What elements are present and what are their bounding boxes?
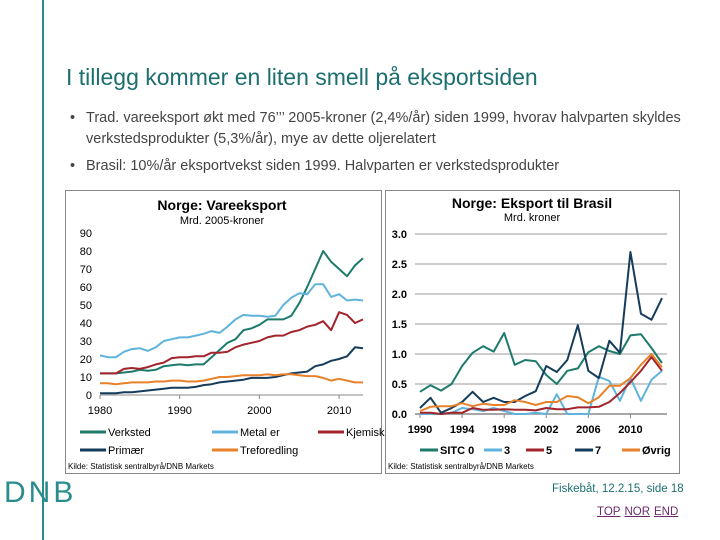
y-tick-label: 0.0 — [392, 409, 407, 421]
series-line-kjemisk — [100, 311, 364, 375]
y-tick-label: 20 — [80, 354, 92, 366]
x-tick-label: 1980 — [88, 405, 112, 417]
dnb-logo: DNB — [4, 476, 75, 509]
y-tick-label: 40 — [80, 318, 92, 330]
link-end[interactable]: END — [654, 506, 679, 518]
legend-label: Øvrig — [642, 445, 671, 457]
y-tick-label: 3.0 — [392, 229, 407, 241]
x-tick-label: 2002 — [534, 424, 558, 436]
legend-label: 7 — [595, 445, 601, 457]
chart-title: Norge: Vareeksport — [157, 197, 286, 213]
slide-title: I tillegg kommer en liten smell på ekspo… — [66, 64, 538, 90]
link-nor[interactable]: NOR — [624, 506, 650, 518]
legend-label: Kjemisk — [346, 427, 385, 439]
x-tick-label: 1998 — [492, 424, 516, 436]
nav-links: TOP NOR END — [597, 506, 682, 518]
y-tick-label: 70 — [80, 264, 92, 276]
y-tick-label: 0 — [86, 390, 92, 402]
y-tick-label: 30 — [80, 336, 92, 348]
chart-vareeksport-frame — [65, 190, 382, 474]
legend-label: Primær — [108, 445, 144, 457]
bullet-item: • Trad. vareeksport økt med 76’’’ 2005-kr… — [70, 110, 681, 147]
legend-label: Metal er — [240, 427, 280, 439]
bullet-text: Brasil: 10%/år eksportvekst siden 1999. … — [86, 158, 560, 174]
legend-label: Verksted — [108, 427, 151, 439]
y-tick-label: 90 — [80, 228, 92, 240]
x-tick-label: 2010 — [327, 405, 351, 417]
series-line-5 — [420, 356, 663, 415]
series-line-øvrig — [419, 353, 663, 412]
y-tick-label: 0.5 — [392, 379, 407, 391]
series-line-metal-er — [99, 283, 364, 359]
y-tick-label: 2.5 — [392, 259, 407, 271]
bullet-item: • Brasil: 10%/år eksportvekst siden 1999.… — [70, 158, 560, 174]
legend-label: Treforedling — [240, 445, 298, 457]
y-tick-label: 50 — [80, 300, 92, 312]
y-tick-label: 1.5 — [392, 319, 407, 331]
x-tick-label: 2000 — [247, 405, 271, 417]
chart-subtitle: Mrd. kroner — [504, 212, 561, 224]
legend-label: 5 — [546, 445, 552, 457]
x-tick-label: 2006 — [576, 424, 600, 436]
series-line-sitc-0 — [419, 332, 663, 393]
link-top[interactable]: TOP — [597, 506, 621, 518]
legend-label: 3 — [504, 445, 510, 457]
y-tick-label: 1.0 — [392, 349, 407, 361]
x-tick-label: 1994 — [450, 424, 475, 436]
chart-brasil-frame — [385, 190, 680, 474]
bullet-list: • Trad. vareeksport økt med 76’’’ 2005-kr… — [70, 108, 710, 177]
series-line-treforedling — [100, 373, 363, 386]
chart-subtitle: Mrd. 2005-kroner — [180, 215, 265, 227]
legend-label: SITC 0 — [440, 445, 474, 457]
logo-line — [42, 468, 44, 540]
x-tick-label: 2010 — [618, 424, 642, 436]
x-tick-label: 1990 — [167, 405, 191, 417]
bullet-text: Trad. vareeksport økt med 76’’’ 2005-kro… — [86, 110, 681, 147]
y-tick-label: 60 — [80, 282, 92, 294]
series-line-verksted — [100, 250, 364, 375]
y-tick-label: 80 — [80, 246, 92, 258]
footer-text: Fiskebåt, 12.2.15, side 18 — [552, 483, 684, 495]
series-line-primær — [100, 346, 364, 395]
chart-source: Kilde: Statistisk sentralbyrå/DNB Market… — [388, 462, 534, 471]
y-tick-label: 10 — [80, 372, 92, 384]
chart-title: Norge: Eksport til Brasil — [452, 195, 612, 211]
chart-source: Kilde: Statistisk sentralbyrå/DNB Market… — [68, 462, 214, 471]
x-tick-label: 1990 — [408, 424, 432, 436]
series-line-3 — [420, 370, 663, 415]
decorative-vertical-line — [42, 0, 44, 468]
y-tick-label: 2.0 — [392, 289, 407, 301]
